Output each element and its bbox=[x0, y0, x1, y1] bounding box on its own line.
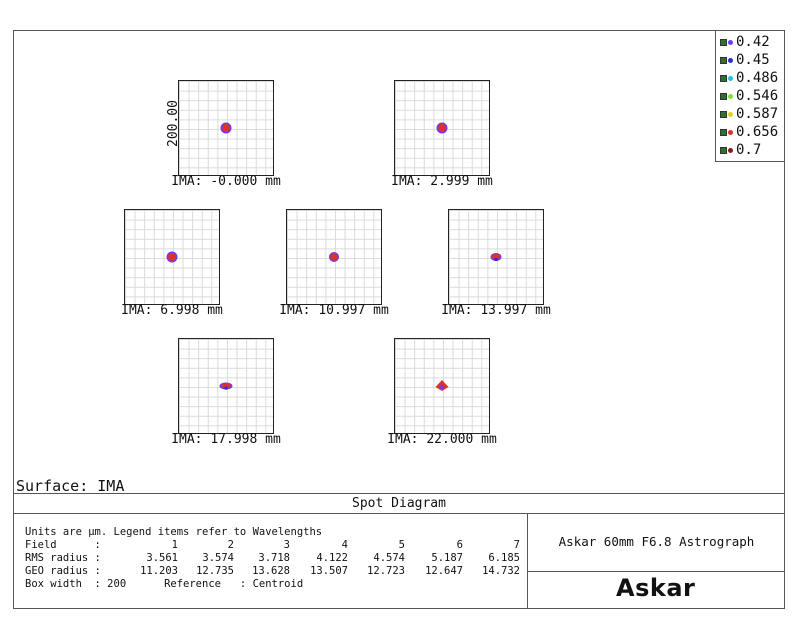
geo-row-label: GEO radius : bbox=[25, 565, 101, 577]
legend-color-dot bbox=[728, 130, 733, 135]
legend-marker-square bbox=[720, 57, 727, 64]
panel-divider bbox=[528, 571, 785, 572]
field-value: 7 bbox=[513, 539, 520, 551]
spot-box-field-7 bbox=[394, 338, 490, 434]
legend-item: 0.7 bbox=[716, 142, 786, 160]
geo-value: 13.628 bbox=[252, 565, 290, 577]
spot-inner bbox=[330, 253, 338, 261]
diagram-frame bbox=[13, 30, 785, 609]
spot-box-field-3 bbox=[124, 209, 220, 305]
legend-item: 0.486 bbox=[716, 70, 786, 88]
spot-box-field-1 bbox=[178, 80, 274, 176]
field-label-5: IMA: 13.997 mm bbox=[441, 303, 551, 318]
spot-box-field-6 bbox=[178, 338, 274, 434]
spot-box-field-5 bbox=[448, 209, 544, 305]
spot-inner bbox=[221, 382, 231, 389]
rms-value: 6.185 bbox=[488, 552, 520, 564]
legend-label: 0.42 bbox=[736, 34, 770, 50]
legend-marker-square bbox=[720, 111, 727, 118]
field-row-label: Field : bbox=[25, 539, 101, 551]
rms-value: 4.574 bbox=[373, 552, 405, 564]
field-value: 4 bbox=[341, 539, 348, 551]
box-width-line: Box width : 200 Reference : Centroid bbox=[25, 578, 304, 590]
legend-marker-square bbox=[720, 75, 727, 82]
geo-value: 13.507 bbox=[310, 565, 348, 577]
spot-inner bbox=[222, 124, 230, 132]
diagram-title: Spot Diagram bbox=[13, 493, 785, 514]
legend-marker-square bbox=[720, 93, 727, 100]
field-label-2: IMA: 2.999 mm bbox=[391, 174, 493, 189]
system-name: Askar 60mm F6.8 Astrograph bbox=[558, 534, 755, 549]
field-label-6: IMA: 17.998 mm bbox=[171, 432, 281, 447]
legend-item: 0.546 bbox=[716, 88, 786, 106]
legend-color-dot bbox=[728, 58, 733, 63]
geo-value: 12.735 bbox=[196, 565, 234, 577]
legend-color-dot bbox=[728, 94, 733, 99]
legend-item: 0.45 bbox=[716, 52, 786, 70]
legend-label: 0.546 bbox=[736, 88, 779, 104]
field-value: 6 bbox=[456, 539, 463, 551]
spot-inner bbox=[168, 253, 176, 261]
geo-value: 14.732 bbox=[482, 565, 520, 577]
field-value: 1 bbox=[171, 539, 178, 551]
spot-inner bbox=[492, 253, 500, 260]
units-line: Units are µm. Legend items refer to Wave… bbox=[25, 526, 323, 538]
spot-pattern bbox=[220, 122, 232, 134]
legend-marker-square bbox=[720, 147, 727, 154]
field-label-4: IMA: 10.997 mm bbox=[279, 303, 389, 318]
field-label-3: IMA: 6.998 mm bbox=[121, 303, 223, 318]
legend-item: 0.42 bbox=[716, 34, 786, 52]
geo-value: 12.647 bbox=[425, 565, 463, 577]
field-value: 2 bbox=[227, 539, 234, 551]
field-value: 3 bbox=[283, 539, 290, 551]
surface-label: Surface: IMA bbox=[16, 477, 125, 495]
rms-value: 3.574 bbox=[202, 552, 234, 564]
spot-pattern bbox=[329, 252, 339, 262]
legend-label: 0.486 bbox=[736, 70, 779, 86]
spot-pattern bbox=[166, 251, 178, 263]
geo-value: 12.723 bbox=[367, 565, 405, 577]
field-value: 5 bbox=[398, 539, 405, 551]
legend-item: 0.587 bbox=[716, 106, 786, 124]
legend-item: 0.656 bbox=[716, 124, 786, 142]
spot-tail bbox=[224, 386, 228, 390]
legend-label: 0.45 bbox=[736, 52, 770, 68]
spot-inner bbox=[438, 124, 446, 132]
rms-value: 3.718 bbox=[258, 552, 290, 564]
askar-logo: Askar bbox=[616, 574, 696, 602]
spot-pattern bbox=[435, 380, 449, 391]
system-panel: Askar 60mm F6.8 Astrograph Askar bbox=[528, 514, 785, 609]
legend-color-dot bbox=[728, 40, 733, 45]
geo-value: 11.203 bbox=[140, 565, 178, 577]
legend-marker-square bbox=[720, 129, 727, 136]
box-scale-label: 200.00 bbox=[166, 100, 181, 147]
legend-color-dot bbox=[728, 76, 733, 81]
legend-label: 0.587 bbox=[736, 106, 779, 122]
spot-box-field-2 bbox=[394, 80, 490, 176]
field-label-1: IMA: -0.000 mm bbox=[171, 174, 281, 189]
legend-color-dot bbox=[728, 148, 733, 153]
legend-color-dot bbox=[728, 112, 733, 117]
legend-label: 0.656 bbox=[736, 124, 779, 140]
spot-tail bbox=[494, 257, 498, 261]
rms-value: 5.187 bbox=[431, 552, 463, 564]
legend-marker-square bbox=[720, 39, 727, 46]
spot-box-field-4 bbox=[286, 209, 382, 305]
rms-row-label: RMS radius : bbox=[25, 552, 101, 564]
rms-value: 4.122 bbox=[316, 552, 348, 564]
legend: 0.42 0.45 0.486 0.546 0.587 0.656 0.7 bbox=[715, 30, 785, 162]
spot-pattern bbox=[436, 122, 448, 134]
spot-core bbox=[439, 384, 445, 390]
field-label-7: IMA: 22.000 mm bbox=[387, 432, 497, 447]
rms-value: 3.561 bbox=[146, 552, 178, 564]
legend-label: 0.7 bbox=[736, 142, 762, 158]
info-panel: Units are µm. Legend items refer to Wave… bbox=[13, 514, 528, 609]
spot-pattern bbox=[219, 382, 233, 390]
spot-pattern bbox=[490, 253, 502, 261]
